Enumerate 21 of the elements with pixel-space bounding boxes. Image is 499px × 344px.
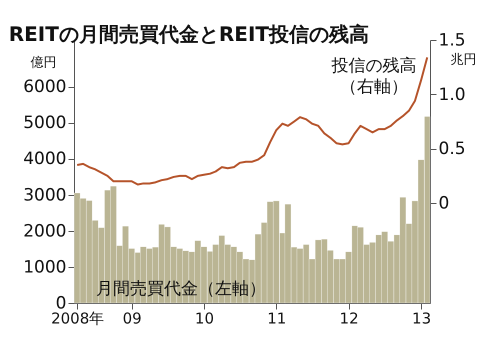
y-tick-label: 2000 — [23, 221, 66, 242]
x-tick-label: 12 — [340, 310, 359, 328]
y2-tick-label: 1.5 — [438, 30, 466, 50]
series-label: 投信の残高（右軸） — [330, 56, 416, 97]
x-tick-label: 09 — [122, 310, 142, 328]
y-tick-label: 1000 — [23, 257, 66, 278]
x-tick-label: 13 — [412, 310, 432, 328]
line-series — [76, 56, 428, 186]
series-label: 月間売買代金（左軸） — [96, 279, 266, 299]
y2-axis-title: 兆円 — [450, 52, 476, 68]
x-tick-label: 11 — [267, 310, 286, 328]
chart-title: REITの月間売買代金とREIT投信の残高 — [8, 22, 370, 46]
y-tick-label: 6000 — [23, 77, 66, 98]
y-axis-title: 億円 — [30, 56, 56, 70]
y2-tick-label: 0 — [438, 194, 450, 214]
y2-tick-label: 0.5 — [438, 139, 466, 160]
y-tick-label: 4000 — [23, 149, 66, 170]
y-tick-label: 5000 — [23, 113, 66, 134]
x-tick-label: 10 — [194, 310, 214, 328]
y-tick-label: 3000 — [23, 185, 66, 206]
y2-tick-label: 1.0 — [438, 84, 466, 105]
